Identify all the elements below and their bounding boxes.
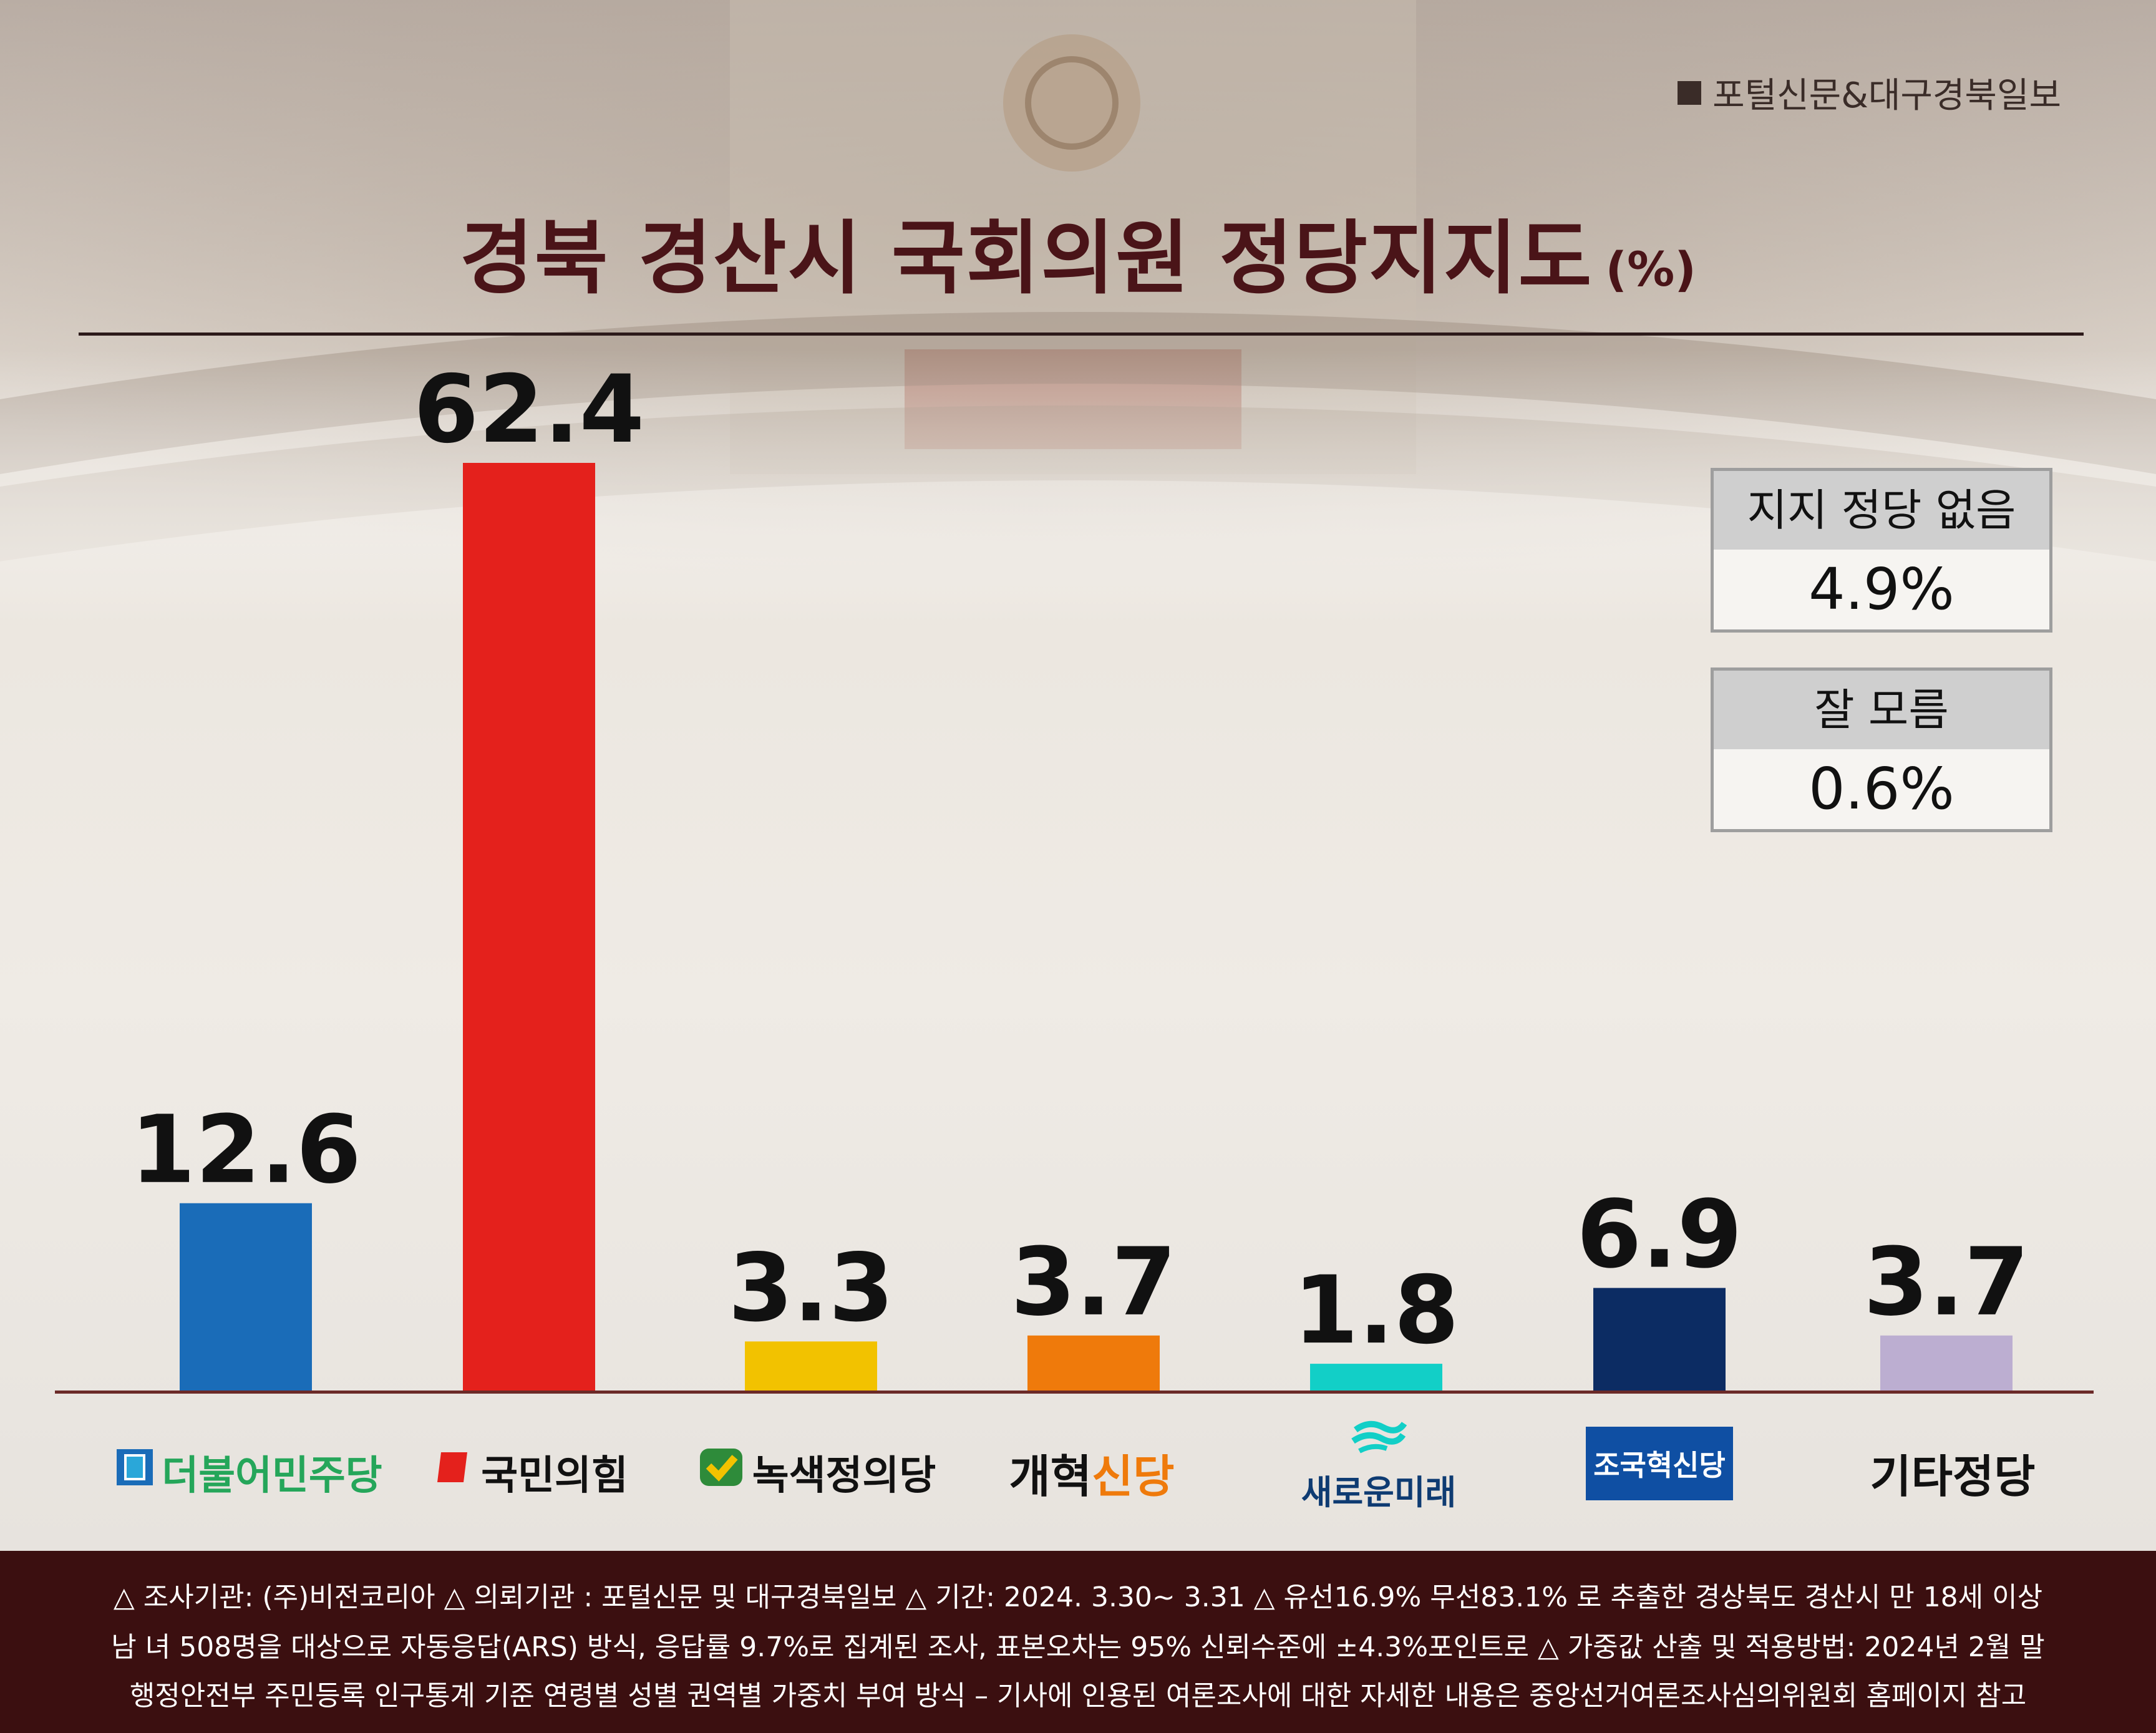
- party-name-reform-a: 개혁: [1009, 1450, 1092, 1503]
- democratic-party-logo-icon: [117, 1449, 153, 1495]
- title-divider: [79, 333, 2084, 336]
- party-label-others: 기타정당: [1853, 1435, 2052, 1510]
- source-text: 포털신문&대구경북일보: [1712, 75, 2061, 116]
- new-future-wave-icon: [1351, 1419, 1407, 1465]
- source-tag: 포털신문&대구경북일보: [1678, 67, 2061, 118]
- dont-know-box: 잘 모름 0.6%: [1711, 667, 2052, 832]
- data-label-6: 6.9: [1576, 1181, 1742, 1289]
- ppp-logo-icon: [432, 1447, 472, 1497]
- bar-2: [463, 463, 595, 1391]
- party-name-reform-b: 신당: [1092, 1450, 1175, 1503]
- party-name-new-future: 새로운미래: [1301, 1472, 1457, 1512]
- bar-3: [745, 1341, 877, 1391]
- data-label-5: 1.8: [1293, 1256, 1459, 1365]
- chart-baseline: [55, 1391, 2094, 1394]
- party-name-ppp: 국민의힘: [481, 1453, 628, 1499]
- survey-footnote: △ 조사기관: (주)비전코리아 △ 의뢰기관 : 포털신문 및 대구경북일보 …: [0, 1551, 2156, 1733]
- party-name-others: 기타정당: [1870, 1450, 2036, 1503]
- chart-title-unit: (%): [1605, 241, 1696, 297]
- bar-5: [1310, 1364, 1442, 1391]
- green-check-logo-icon: [699, 1447, 744, 1497]
- bar-6: [1593, 1288, 1726, 1391]
- party-label-democratic: 더불어민주당: [106, 1435, 393, 1510]
- square-bullet-icon: [1678, 80, 1702, 105]
- data-label-2: 62.4: [414, 356, 644, 464]
- party-label-reform: 개혁 신당: [986, 1435, 1198, 1510]
- data-label-4: 3.7: [1011, 1228, 1177, 1337]
- dont-know-label: 잘 모름: [1714, 671, 2049, 749]
- chart-title-block: 경북 경산시 국회의원 정당지지도 (%): [0, 193, 2156, 309]
- party-label-green-justice: 녹색정의당: [674, 1435, 961, 1510]
- party-name-green-justice: 녹색정의당: [752, 1453, 936, 1499]
- data-label-1: 12.6: [130, 1096, 361, 1205]
- bar-1: [180, 1203, 312, 1391]
- data-label-3: 3.3: [728, 1234, 894, 1342]
- party-name-democratic: 더불어민주당: [162, 1453, 382, 1499]
- party-label-new-future: 새로운미래: [1273, 1419, 1485, 1512]
- party-name-rebuilding-korea: 조국혁신당: [1586, 1427, 1733, 1500]
- bar-chart: 12.6 62.4 3.3 3.7 1.8 6.9 3.7: [130, 356, 2029, 1391]
- dont-know-value: 0.6%: [1809, 755, 1954, 822]
- no-party-label: 지지 정당 없음: [1714, 471, 2049, 550]
- no-party-box: 지지 정당 없음 4.9%: [1711, 468, 2052, 633]
- footnote-line-1: △ 조사기관: (주)비전코리아 △ 의뢰기관 : 포털신문 및 대구경북일보 …: [113, 1581, 2043, 1613]
- chart-title: 경북 경산시 국회의원 정당지지도: [460, 212, 1593, 305]
- party-label-rebuilding-korea: 조국혁신당: [1572, 1426, 1747, 1501]
- footnote-line-2: 남 녀 508명을 대상으로 자동응답(ARS) 방식, 응답률 9.7%로 집…: [111, 1631, 2045, 1663]
- bar-4: [1027, 1335, 1160, 1391]
- party-label-ppp: 국민의힘: [418, 1435, 643, 1510]
- footnote-line-3: 행정안전부 주민등록 인구통계 기준 연령별 성별 권역별 가중치 부여 방식 …: [129, 1680, 2027, 1712]
- data-label-7: 3.7: [1863, 1228, 2029, 1337]
- no-party-value: 4.9%: [1809, 556, 1954, 623]
- bar-7: [1880, 1335, 2013, 1391]
